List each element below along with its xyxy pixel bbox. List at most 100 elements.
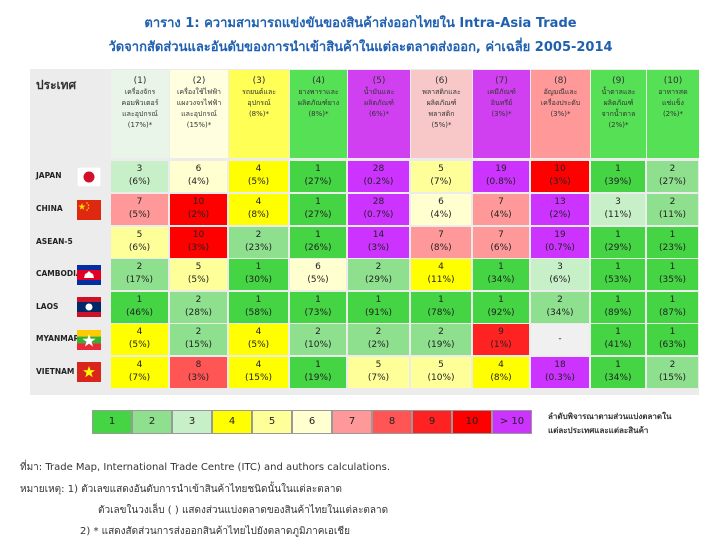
rank-value: 4 [255,360,262,370]
column-number: (2) [192,76,206,86]
header-country: ประเทศ [36,78,77,92]
rank-value: 6 [315,262,321,272]
table-cell: 4 (7%) [111,357,168,388]
table-cell: 6 (4%) [170,161,227,192]
note-1: หมายเหตุ: 1) ตัวเลขแสดงอันดับการนำเข้าสิ… [20,484,343,495]
rank-value: 1 [498,262,504,272]
rank-value: 2 [315,327,321,337]
table-cell: 14 (3%) [348,227,409,258]
share-value: (15%) [658,373,687,383]
rank-value: 9 [498,327,504,337]
table-cell: 13 (2%) [531,194,589,225]
column-label-line: ผลิตภัณฑ์ [603,99,634,107]
share-value: (34%) [546,308,574,318]
rank-value: 1 [615,295,621,305]
rank-value: 4 [498,360,504,370]
share-value: (6%) [128,177,151,187]
share-value: (5%) [187,275,210,285]
table-cell: 4 (5%) [229,161,288,192]
table-cell: 1 (35%) [647,259,698,290]
table-cell: 2 (15%) [170,324,227,355]
table-cell: 5 (10%) [411,357,471,388]
rank-value: 6 [438,197,444,207]
share-value: (2%) [187,210,210,220]
table-cell: 1 (27%) [290,194,346,225]
rank-value: 6 [195,164,202,174]
rank-value: 1 [615,327,621,337]
rank-value: 1 [615,164,621,174]
share-value: (6%) [490,243,512,253]
legend-swatch: 8 [372,410,412,434]
table-cell: 1 (30%) [229,259,288,290]
rank-value: 10 [554,164,566,174]
legend-swatch: 10 [452,410,492,434]
share-value: (29%) [364,275,393,285]
column-label-line: และอุปกรณ์ [122,110,158,118]
rank-value: 19 [554,230,566,240]
table-cell: 2 (27%) [647,161,698,192]
rank-value: 4 [255,197,262,207]
table-cell: 1 (23%) [647,227,698,258]
column-label-line: เครื่องจักร [124,88,156,96]
rank-value: 1 [669,295,676,305]
table-cell: 6 (5%) [290,259,346,290]
rank-value: 5 [375,360,382,370]
column-number: (5) [372,76,386,86]
column-label-line: ผลิตภัณฑ์ [364,99,394,107]
column-header-band [473,70,530,158]
share-value: (46%) [125,308,154,318]
table-cell: 1 (91%) [348,292,409,323]
rank-value: 2 [669,164,676,174]
rank-value: 5 [438,360,444,370]
rank-value: 18 [554,360,566,370]
share-value: (2%) [549,210,571,220]
country-label: CAMBODIA [36,269,82,278]
column-number: (3) [252,76,266,86]
share-value: (41%) [604,340,632,350]
table-cell: 19 (0.8%) [473,161,529,192]
table-cell: 1 (53%) [591,259,645,290]
share-value: (4%) [490,210,512,220]
column-label-line: แผงวงจรไฟฟ้า [176,99,222,107]
column-number: (8) [554,76,567,86]
column-label-line: (2%)* [662,110,684,118]
table-cell: 3 (11%) [591,194,645,225]
share-value: (34%) [487,275,515,285]
table-cell: 3 (6%) [111,161,168,192]
rank-value: 1 [315,360,321,370]
column-label-line: เครื่องใช้ไฟฟ้า [177,88,221,96]
rank-value: 1 [315,230,321,240]
column-label-line: ผลิตภัณฑ์ยาง [297,99,340,107]
column-header: (2) เครื่องใช้ไฟฟ้า แผงวงจรไฟฟ้า และอุปกรณ์… [170,76,228,131]
column-header-band [348,70,410,158]
share-value: (26%) [304,243,332,253]
share-value: (27%) [304,177,332,187]
share-value: (5%) [128,340,151,350]
column-header-band [111,70,169,158]
share-value: (3%) [549,177,571,187]
table-cell: 2 (15%) [647,357,698,388]
rank-value: 1 [375,295,382,305]
column-header: (3) รถยนต์และ อุปกรณ์ (8%)* [229,76,289,120]
country-label: LAOS [36,302,59,311]
myanmar-flag-icon [77,330,101,350]
rank-value: 5 [438,164,444,174]
note-2: 2) * แสดงสัดส่วนการส่งออกสินค้าไทยไปยังต… [80,526,350,537]
share-value: (10%) [427,373,455,383]
column-label-line: ยางพาราและ [298,88,339,96]
japan-flag-icon [77,167,101,187]
column-label-line: (3%)* [550,110,571,118]
table-cell: 5 (5%) [170,259,227,290]
share-value: (0.7%) [545,243,575,253]
chart-subtitle: วัดจากสัดส่วนและอันดับของการนำเข้าสินค้า… [108,40,613,55]
share-value: (58%) [244,308,273,318]
legend-text: ลำดับพิจารณาตามส่วนแบ่งตลาดใน แต่ละประเท… [548,410,671,438]
chart-title: ตาราง 1: ความสามารถแข่งขันของสินค้าส่งออ… [144,16,577,31]
table-cell: 1 (63%) [647,324,698,355]
rank-value: 1 [669,262,676,272]
share-value: (34%) [604,373,632,383]
rank-value: 7 [498,197,504,207]
country-label: ASEAN-5 [36,237,73,246]
column-label-line: แช่แข็ง [662,99,684,107]
column-number: (10) [663,76,683,86]
